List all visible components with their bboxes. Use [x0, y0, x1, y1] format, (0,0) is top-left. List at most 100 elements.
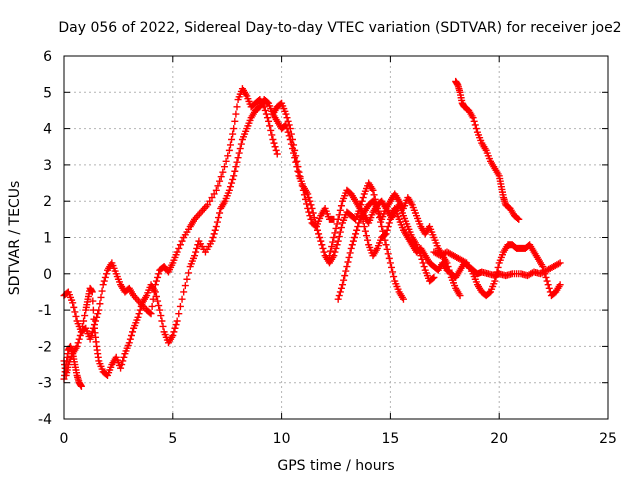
y-tick-labels: -4 -3 -2 -1 0 1 2 3 4 5 6: [38, 49, 52, 428]
data-point: [309, 209, 317, 217]
data-point: [224, 152, 232, 160]
data-point: [261, 106, 269, 114]
data-point: [355, 219, 363, 227]
x-tick-label: 0: [60, 431, 69, 447]
data-point: [362, 232, 370, 240]
data-point: [334, 215, 342, 223]
data-point: [316, 234, 324, 241]
data-point: [236, 145, 244, 153]
data-point: [291, 154, 299, 162]
data-point: [337, 202, 345, 210]
data-point: [420, 263, 428, 271]
data-point: [214, 182, 222, 190]
data-point: [234, 154, 242, 162]
data-point: [185, 269, 193, 277]
data-point: [175, 244, 183, 252]
data-point: [333, 220, 341, 228]
data-point: [156, 306, 164, 314]
data-point: [334, 295, 342, 303]
data-point: [337, 224, 345, 232]
data-point: [556, 259, 564, 267]
data-point: [335, 211, 343, 219]
data-point: [169, 332, 177, 340]
data-point: [356, 201, 364, 209]
series-arc-6: [334, 190, 464, 303]
data-point: [100, 277, 108, 285]
data-point: [212, 186, 220, 194]
data-point: [170, 328, 178, 336]
data-point: [89, 297, 97, 305]
y-tick-label: 5: [43, 85, 52, 101]
data-point: [335, 292, 343, 300]
data-point: [383, 226, 391, 234]
data-point: [226, 141, 234, 149]
data-point: [304, 190, 312, 198]
data-point: [359, 217, 367, 225]
data-point: [283, 125, 291, 133]
data-point: [354, 223, 362, 231]
y-tick-label: 4: [43, 122, 52, 138]
data-point: [294, 167, 302, 175]
data-point: [152, 277, 160, 285]
data-point: [73, 342, 81, 350]
data-point: [210, 190, 218, 198]
data-point: [515, 215, 523, 223]
data-point: [333, 241, 341, 249]
x-tick-label: 25: [599, 431, 617, 447]
data-point: [360, 223, 368, 231]
data-point: [384, 223, 392, 231]
data-point: [226, 183, 234, 191]
data-point: [89, 306, 97, 314]
data-point: [273, 150, 281, 158]
data-point: [327, 247, 335, 255]
data-point: [125, 339, 133, 347]
data-point: [69, 299, 77, 307]
data-points: [60, 77, 564, 390]
data-point: [232, 110, 240, 118]
series-arc-9: [452, 77, 523, 223]
data-point: [399, 295, 407, 303]
data-point: [358, 197, 366, 205]
data-point: [282, 110, 290, 118]
data-point: [228, 179, 236, 187]
data-point: [70, 303, 78, 311]
series-arc-4: [269, 110, 564, 281]
data-point: [382, 241, 390, 249]
data-point: [208, 194, 216, 202]
data-point: [155, 270, 163, 278]
data-point: [178, 237, 186, 245]
data-point: [171, 324, 179, 332]
data-point: [349, 237, 357, 245]
y-tick-label: 3: [43, 158, 52, 174]
data-point: [98, 287, 106, 295]
data-point: [352, 230, 360, 238]
y-tick-label: -1: [38, 303, 52, 319]
data-point: [430, 273, 438, 281]
data-point: [284, 128, 292, 136]
data-point: [268, 131, 276, 139]
data-point: [336, 228, 344, 236]
data-point: [181, 282, 189, 290]
data-point: [117, 364, 125, 372]
data-point: [419, 259, 427, 267]
data-point: [292, 158, 300, 166]
data-point: [332, 244, 340, 252]
data-point: [470, 117, 478, 125]
data-point: [76, 332, 84, 340]
data-point: [382, 230, 390, 238]
data-point: [178, 295, 186, 303]
data-point: [101, 273, 109, 281]
data-point: [88, 288, 96, 296]
data-point: [347, 244, 355, 252]
data-point: [210, 230, 218, 238]
data-point: [554, 260, 562, 268]
data-point: [329, 238, 337, 246]
data-point: [293, 163, 301, 171]
data-point: [230, 125, 238, 133]
data-point: [344, 258, 352, 266]
data-point: [331, 248, 339, 256]
data-point: [233, 158, 241, 166]
data-point: [267, 126, 275, 134]
data-point: [381, 231, 389, 239]
